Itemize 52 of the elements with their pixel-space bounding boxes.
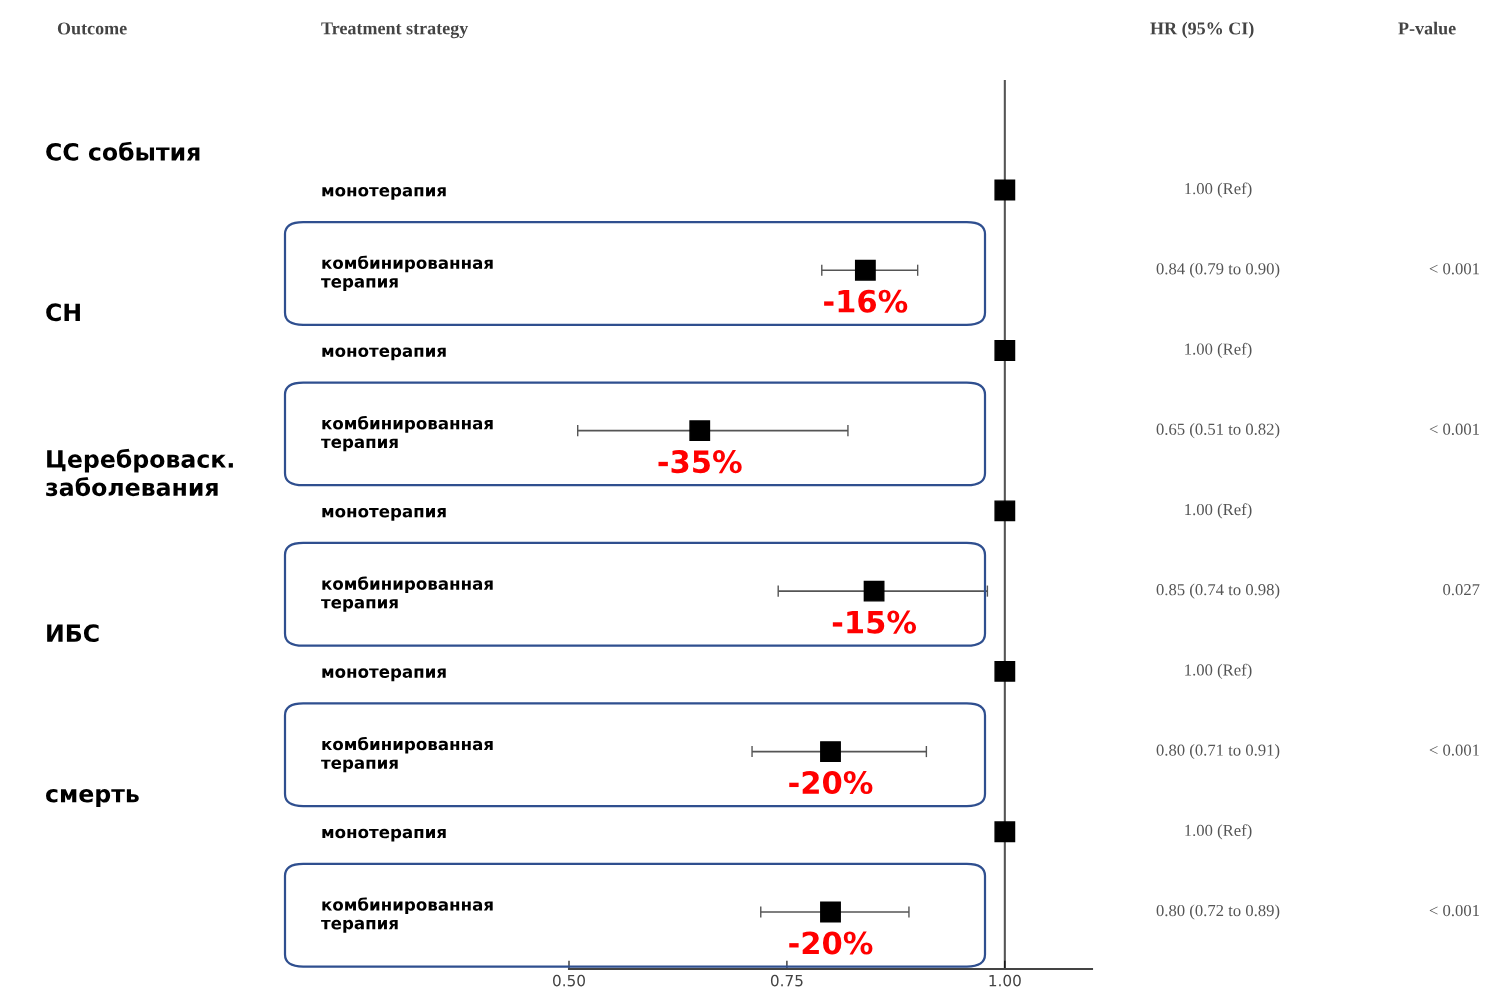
point <box>994 821 1016 843</box>
text: < 0.001 <box>1429 263 1479 275</box>
text: 0.84 (0.79 to 0.90) <box>1156 262 1280 278</box>
point <box>863 580 885 602</box>
text: 0.027 <box>1443 584 1480 596</box>
y-tick-label: комбинированная терапия <box>321 576 493 612</box>
y-tick-label: монотерапия <box>322 187 446 200</box>
text: 1.00 (Ref) <box>1185 824 1252 840</box>
x-tick-label: 0.75 <box>770 974 803 987</box>
text: 1.00 (Ref) <box>1185 503 1252 519</box>
y-tick-label: комбинированная терапия <box>321 736 493 773</box>
text: СН <box>46 303 80 322</box>
text: 0.80 (0.71 to 0.91) <box>1156 743 1280 760</box>
text: 0.65 (0.51 to 0.82) <box>1156 423 1280 439</box>
text: < 0.001 <box>1429 423 1479 435</box>
point <box>994 660 1016 682</box>
y-tick-label: комбинированная терапия <box>321 897 493 933</box>
text: 1.00 (Ref) <box>1185 663 1252 679</box>
text: Treatment strategy <box>321 22 469 39</box>
point <box>820 901 841 923</box>
y-tick-label: монотерапия <box>322 507 446 521</box>
annotation: -15% <box>832 610 917 634</box>
text: < 0.001 <box>1429 904 1479 917</box>
text: Цереброваск. заболевания <box>46 448 233 497</box>
text: 0.85 (0.74 to 0.98) <box>1156 583 1280 599</box>
text: P-value <box>1398 21 1456 35</box>
text: < 0.001 <box>1429 744 1479 756</box>
annotation: -16% <box>824 289 908 313</box>
point <box>820 741 841 762</box>
annotation: -35% <box>658 450 742 474</box>
text: 0.80 (0.72 to 0.89) <box>1156 904 1280 920</box>
y-tick-label: комбинированная терапия <box>321 416 493 452</box>
point <box>994 340 1016 361</box>
point <box>854 259 876 281</box>
annotation: -20% <box>789 931 873 955</box>
text: Outcome <box>57 22 127 35</box>
x-tick-label: 0.50 <box>553 974 585 987</box>
text: СС события <box>46 141 200 161</box>
point <box>689 420 711 442</box>
point <box>994 500 1016 522</box>
text: смерть <box>46 788 139 808</box>
annotation: -20% <box>789 771 873 795</box>
text: HR (95% CI) <box>1150 21 1254 39</box>
point <box>994 179 1016 201</box>
y-tick-label: монотерапия <box>322 347 446 361</box>
text: ИБС <box>47 624 99 643</box>
y-tick-label: монотерапия <box>322 668 446 682</box>
text: 1.00 (Ref) <box>1185 182 1252 198</box>
y-tick-label: монотерапия <box>322 828 446 842</box>
text: 1.00 (Ref) <box>1185 342 1252 359</box>
x-tick-label: 1.00 <box>989 974 1021 987</box>
y-tick-label: комбинированная терапия <box>321 255 493 291</box>
